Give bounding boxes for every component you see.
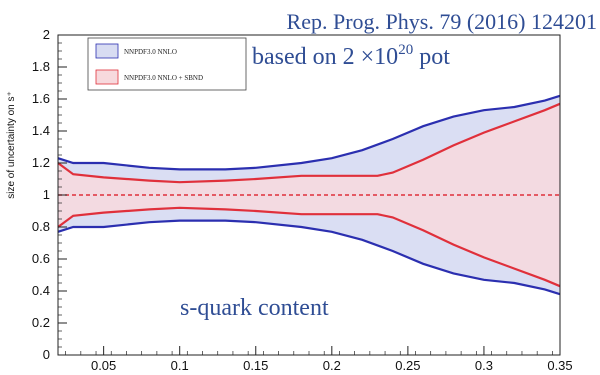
legend-swatch-nnpdf-sbnd: [95, 69, 119, 85]
band-fill-nnpdf-sbnd: [58, 103, 560, 287]
reference-annotation: Rep. Prog. Phys. 79 (2016) 124201: [287, 9, 597, 34]
x-tick-label: 0.1: [171, 358, 189, 373]
pot-annotation: based on 2 ×1020 pot: [252, 42, 450, 70]
band-upper-nnpdf-sbnd: [57, 102, 561, 184]
uncertainty-bands: [57, 94, 561, 296]
legend-label-nnpdf: NNPDF3.0 NNLO: [124, 48, 177, 56]
legend-swatch-nnpdf: [95, 43, 119, 59]
x-tick-label: 0.25: [395, 358, 420, 373]
x-tick-label: 0.05: [91, 358, 116, 373]
y-tick-label: 1.8: [32, 59, 50, 74]
y-tick-label: 0.4: [32, 283, 50, 298]
x-tick-label: 0.15: [243, 358, 268, 373]
content-annotation: s-quark content: [180, 295, 329, 321]
legend: NNPDF3.0 NNLO NNPDF3.0 NNLO + SBND: [87, 37, 247, 91]
x-tick-label: 0.2: [323, 358, 341, 373]
y-tick-label: 0: [43, 347, 50, 362]
x-tick-label: 0.35: [547, 358, 572, 373]
y-tick-label: 1.2: [32, 155, 50, 170]
x-tick-label: 0.3: [475, 358, 493, 373]
pot-prefix: based on 2 ×10: [252, 44, 398, 70]
legend-label-nnpdf-sbnd: NNPDF3.0 NNLO + SBND: [124, 74, 203, 82]
y-tick-label: 1: [43, 187, 50, 202]
y-tick-label: 1.4: [32, 123, 50, 138]
y-tick-label: 1.6: [32, 91, 50, 106]
y-tick-label: 2: [43, 27, 50, 42]
band-upper-nnpdf: [57, 94, 561, 171]
band-lower-nnpdf-sbnd: [57, 206, 561, 288]
y-tick-label: 0.2: [32, 315, 50, 330]
pot-exponent: 20: [398, 42, 413, 58]
pot-suffix: pot: [413, 44, 450, 70]
y-tick-label: 0.8: [32, 219, 50, 234]
y-axis-label: size of uncertainty on s⁺: [6, 91, 17, 199]
y-tick-label: 0.6: [32, 251, 50, 266]
band-lower-nnpdf: [57, 219, 561, 296]
axis-ticks: 0 0.2 0.4 0.6 0.8 1 1.2 1.4 1.6 1.8 2 0.05 0.1 0.15 0.…: [32, 27, 573, 373]
